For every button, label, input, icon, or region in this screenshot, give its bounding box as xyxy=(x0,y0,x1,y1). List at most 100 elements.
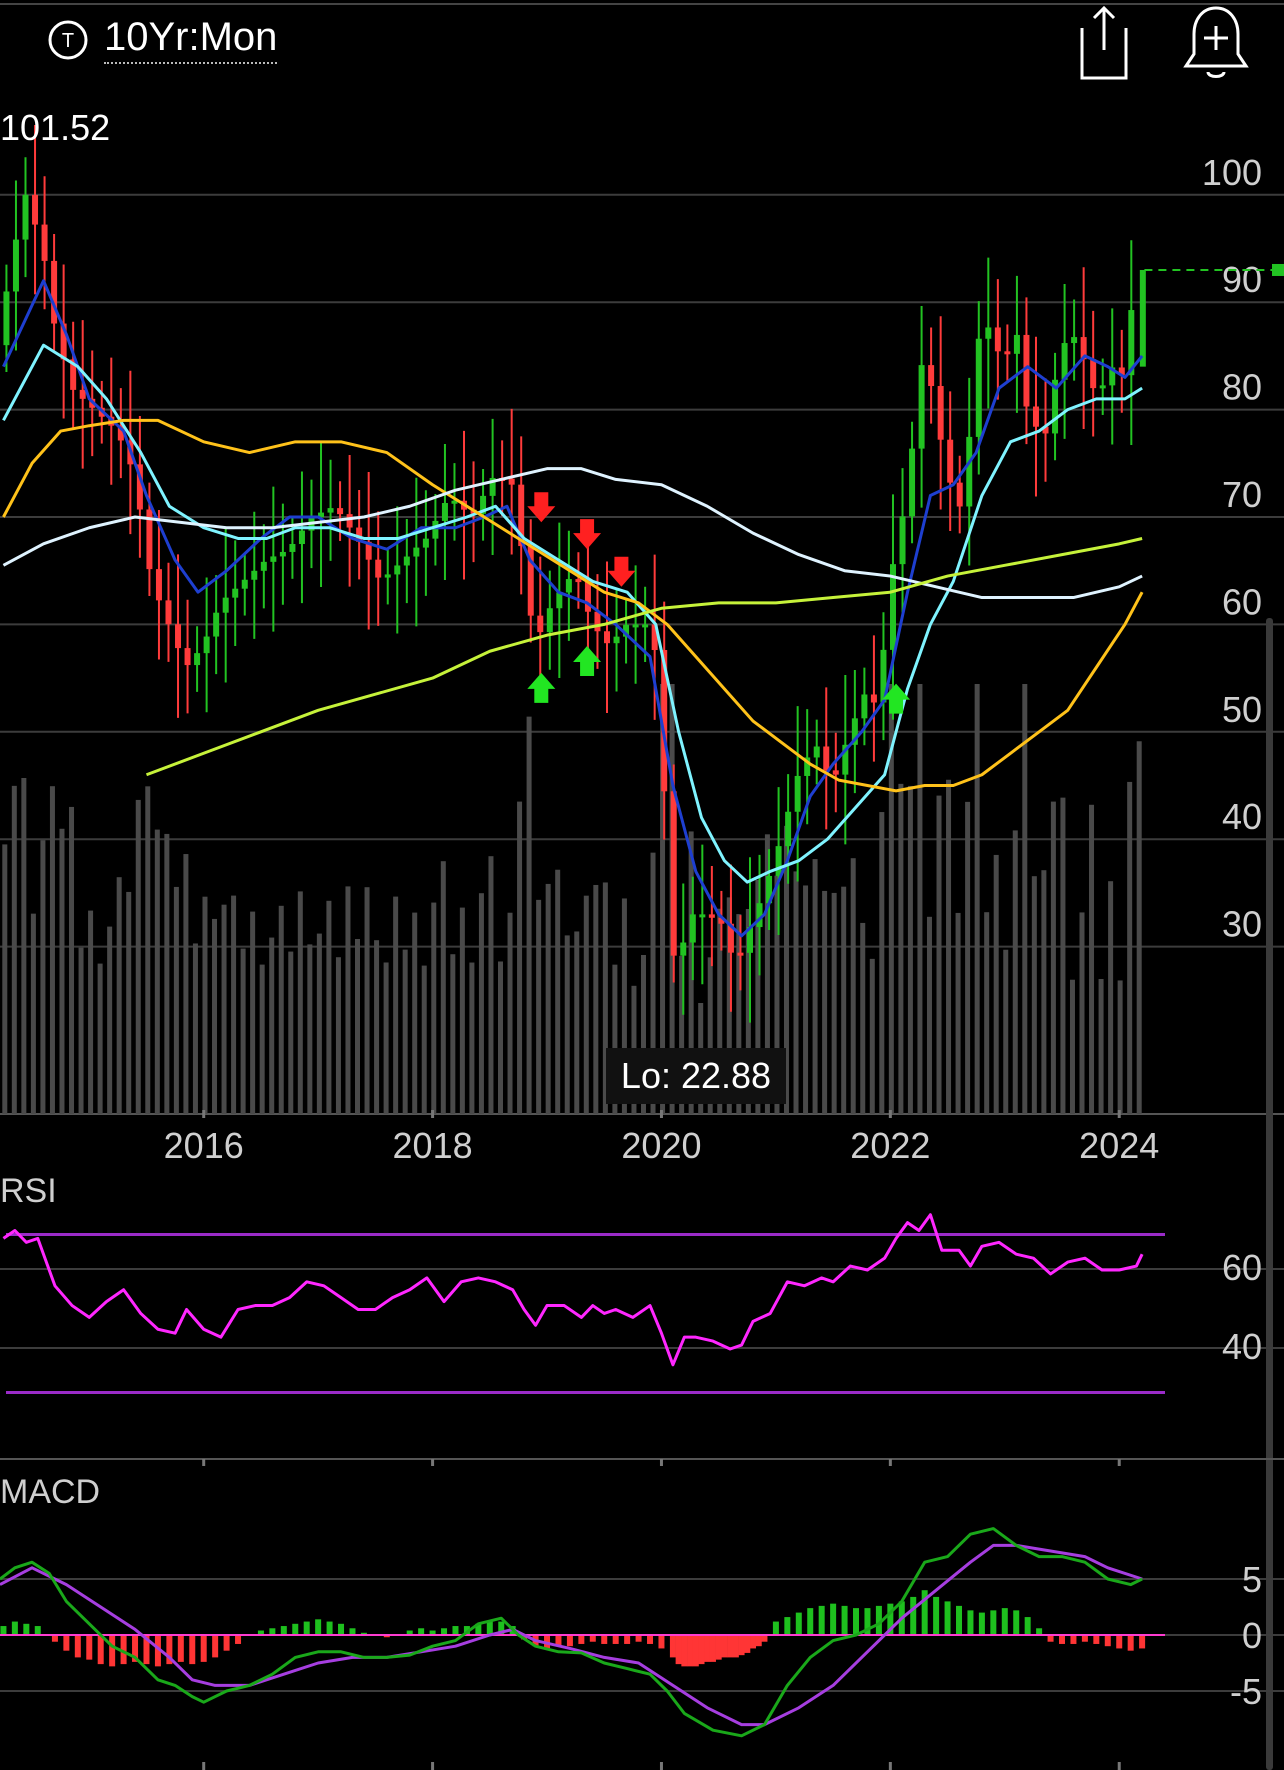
candle-body xyxy=(260,561,267,571)
macd-hist-bar xyxy=(978,1612,985,1635)
macd-hist-bar xyxy=(555,1635,562,1647)
volume-bar xyxy=(764,834,770,1114)
candle-body xyxy=(680,942,687,956)
volume-bar xyxy=(898,783,904,1114)
macd-hist-bar xyxy=(732,1635,739,1658)
x-tick-label: 2018 xyxy=(393,1125,473,1166)
candle-body xyxy=(117,425,124,441)
macd-hist-bar xyxy=(23,1623,30,1635)
y-tick-label: 40 xyxy=(1222,796,1262,837)
sell-signal-arrow xyxy=(573,519,602,550)
volume-bar xyxy=(545,883,551,1114)
candle-body xyxy=(556,592,563,609)
macd-hist-bar xyxy=(967,1610,974,1635)
volume-bar xyxy=(59,828,65,1114)
volume-bar xyxy=(879,812,885,1114)
volume-bar xyxy=(688,831,694,1114)
y-tick-label: 30 xyxy=(1222,904,1262,945)
volume-bar xyxy=(97,963,103,1114)
volume-bar xyxy=(831,892,837,1114)
volume-bar xyxy=(1041,870,1047,1114)
share-icon[interactable] xyxy=(1072,2,1136,82)
macd-hist-bar xyxy=(212,1635,219,1658)
candle-body xyxy=(813,746,820,758)
macd-hist-bar xyxy=(360,1632,367,1635)
moving-average-ma_long xyxy=(145,537,1143,777)
volume-bar xyxy=(1022,684,1028,1114)
candle-body xyxy=(985,327,992,339)
volume-bar xyxy=(707,957,713,1114)
candle-body xyxy=(623,624,630,637)
macd-hist-bar xyxy=(0,1626,7,1635)
macd-tick-label: 0 xyxy=(1242,1615,1262,1656)
volume-bar xyxy=(412,912,418,1114)
candle-body xyxy=(146,509,153,570)
macd-hist-bar xyxy=(647,1635,654,1644)
volume-bar xyxy=(135,799,141,1114)
volume-bar xyxy=(145,786,151,1114)
macd-hist-bar xyxy=(486,1621,493,1635)
candle-body xyxy=(937,386,944,440)
volume-bar xyxy=(917,684,923,1114)
volume-bar xyxy=(1050,801,1056,1114)
volume-bar xyxy=(536,899,542,1114)
candle-body xyxy=(451,500,458,504)
macd-hist-bar xyxy=(795,1612,802,1635)
macd-hist-bar xyxy=(235,1635,242,1644)
volume-bars xyxy=(2,684,1142,1114)
candle-body xyxy=(880,649,887,703)
macd-hist-bar xyxy=(383,1635,390,1638)
volume-bar xyxy=(755,879,761,1114)
rsi-tick-label: 40 xyxy=(1222,1326,1262,1367)
macd-hist-bar xyxy=(120,1635,127,1665)
macd-hist-bar xyxy=(624,1635,631,1644)
candle-body xyxy=(699,914,706,918)
candle-body xyxy=(785,811,792,847)
volume-bar xyxy=(517,801,523,1114)
candle-body xyxy=(337,508,344,515)
volume-bar xyxy=(726,897,732,1114)
volume-bar xyxy=(1108,881,1114,1114)
x-tick-label: 2024 xyxy=(1079,1125,1159,1166)
macd-hist-bar xyxy=(418,1628,425,1635)
candle-body xyxy=(604,631,611,644)
volume-bar xyxy=(30,913,36,1114)
macd-hist-bar xyxy=(74,1635,81,1658)
moving-average-ma_white xyxy=(2,467,1143,600)
macd-hist-bar xyxy=(200,1635,207,1662)
macd-hist-bar xyxy=(132,1635,139,1662)
macd-hist-bar xyxy=(51,1635,58,1642)
volume-bar xyxy=(946,779,952,1114)
rsi-tick-label: 60 xyxy=(1222,1247,1262,1288)
candle-body xyxy=(909,448,916,517)
macd-hist-bar xyxy=(956,1605,963,1635)
macd-hist-bar xyxy=(875,1605,882,1635)
candle-body xyxy=(12,239,19,292)
macd-hist-bar xyxy=(704,1635,711,1662)
volume-bar xyxy=(1079,912,1085,1114)
volume-bar xyxy=(974,684,980,1114)
volume-bar xyxy=(860,922,866,1114)
candle-body xyxy=(718,917,725,924)
macd-line xyxy=(0,1527,1143,1738)
volume-bar xyxy=(1089,804,1095,1114)
candle-body xyxy=(527,546,534,616)
symbol-title[interactable]: 10Yr:Mon xyxy=(104,14,278,64)
volume-bar xyxy=(907,785,913,1114)
volume-bar xyxy=(583,895,589,1114)
volume-bar xyxy=(21,778,27,1114)
volume-bar xyxy=(1012,830,1018,1114)
candle-body xyxy=(413,547,420,557)
ticker-type-icon[interactable]: T xyxy=(48,20,88,60)
volume-bar xyxy=(221,904,227,1114)
macd-hist-bar xyxy=(315,1619,322,1635)
macd-hist-bar xyxy=(566,1635,573,1647)
rsi-line xyxy=(2,1213,1144,1367)
macd-hist-bar xyxy=(669,1635,676,1658)
candle-body xyxy=(365,541,372,560)
macd-hist-bar xyxy=(887,1603,894,1635)
macd-hist-bar xyxy=(143,1635,150,1665)
bell-plus-icon[interactable] xyxy=(1180,2,1252,82)
volume-bar xyxy=(88,910,94,1114)
